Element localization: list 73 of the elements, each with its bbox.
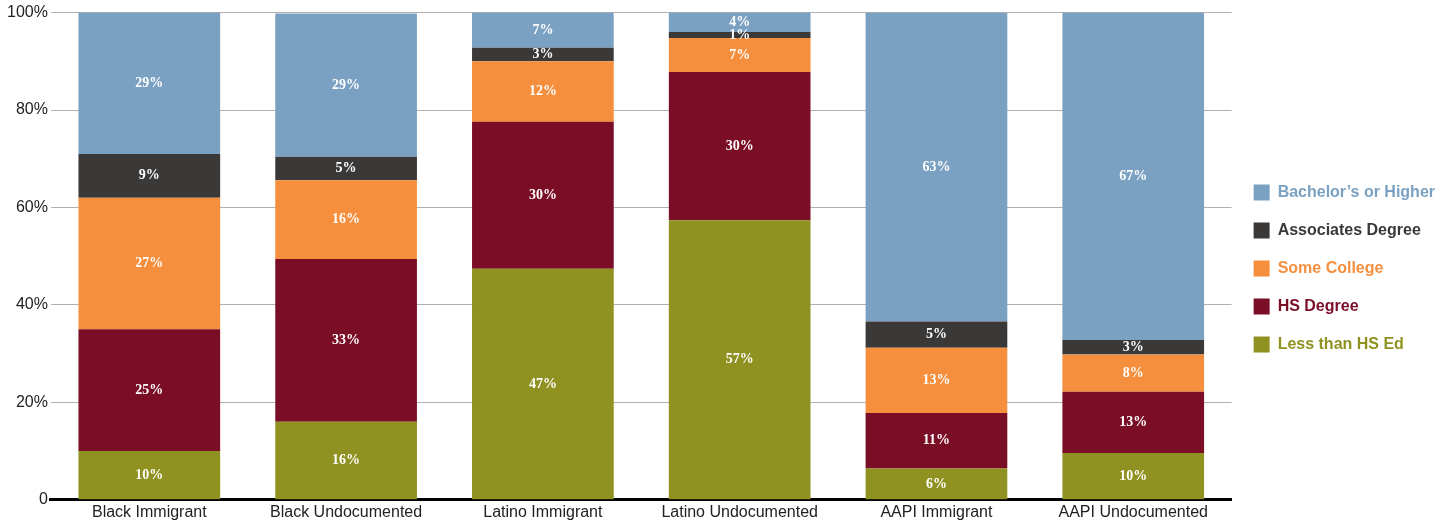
bar: [472, 61, 614, 122]
legend-label: Less than HS Ed: [1277, 334, 1404, 352]
data-label: 12%: [528, 83, 557, 99]
data-label: 67%: [1119, 167, 1148, 183]
bar: [275, 180, 417, 260]
data-label: 11%: [922, 432, 951, 448]
x-tick-label: AAPI Undocumented: [1058, 502, 1208, 520]
legend-label: HS Degree: [1277, 296, 1359, 314]
bar: [78, 197, 221, 330]
data-label: 25%: [135, 381, 164, 397]
bar: [865, 321, 1008, 348]
bar: [865, 413, 1008, 469]
x-tick-label: Black Immigrant: [91, 502, 208, 520]
data-label: 10%: [135, 466, 164, 482]
data-label: 5%: [925, 326, 947, 342]
bar: [472, 12, 614, 48]
bar: [668, 37, 811, 73]
data-label: 27%: [135, 255, 164, 271]
bar: [1062, 354, 1205, 392]
data-label: 16%: [332, 452, 361, 468]
x-tick-label: AAPI Immigrant: [880, 502, 994, 520]
bar: [1062, 12, 1205, 340]
bar: [275, 156, 417, 181]
x-tick-label: Latino Immigrant: [483, 502, 604, 520]
data-label: 29%: [135, 74, 164, 90]
data-label: 9%: [138, 167, 160, 183]
data-label: 7%: [532, 21, 554, 37]
bar: [472, 268, 614, 500]
data-label: 30%: [725, 137, 754, 153]
data-label: 30%: [528, 186, 557, 202]
data-label: 63%: [922, 158, 951, 174]
legend-label: Some College: [1277, 258, 1384, 276]
bar: [865, 468, 1008, 500]
bar: [78, 451, 221, 500]
y-tick-label: 40%: [15, 295, 48, 313]
bar: [1062, 453, 1205, 500]
data-label: 5%: [335, 160, 357, 176]
bar: [668, 72, 811, 221]
data-label: 16%: [332, 211, 361, 227]
data-label: 3%: [532, 46, 554, 62]
y-tick-label: 60%: [15, 197, 48, 215]
bar: [78, 329, 221, 452]
y-tick-label: 0: [39, 490, 49, 508]
bar: [472, 121, 614, 269]
data-label: 57%: [725, 351, 754, 367]
bar: [275, 259, 417, 422]
data-label: 33%: [332, 332, 361, 348]
data-label: 29%: [332, 76, 361, 92]
data-label: 13%: [922, 372, 951, 388]
data-label: 7%: [729, 46, 751, 62]
data-label: 13%: [1119, 413, 1148, 429]
data-label: 10%: [1119, 467, 1148, 483]
bar: [275, 13, 417, 157]
y-tick-label: 80%: [15, 100, 48, 118]
x-tick-label: Latino Undocumented: [661, 502, 818, 520]
x-tick-label: Black Undocumented: [270, 502, 423, 520]
bar: [78, 12, 221, 154]
data-label: 8%: [1122, 364, 1144, 380]
bar: [668, 220, 811, 500]
legend-label: Bachelor’s or Higher: [1277, 182, 1435, 200]
data-label: 6%: [925, 475, 947, 491]
y-tick-label: 100%: [7, 3, 48, 21]
data-label: 47%: [528, 375, 557, 391]
bar: [275, 421, 417, 500]
bar: [1062, 340, 1205, 355]
bar: [78, 153, 221, 198]
bar: [865, 12, 1008, 322]
data-label: 4%: [729, 13, 751, 29]
legend-label: Associates Degree: [1277, 220, 1421, 238]
bar: [865, 347, 1008, 414]
data-label: 3%: [1122, 338, 1144, 354]
bar: [1062, 391, 1205, 454]
y-tick-label: 20%: [15, 392, 48, 410]
